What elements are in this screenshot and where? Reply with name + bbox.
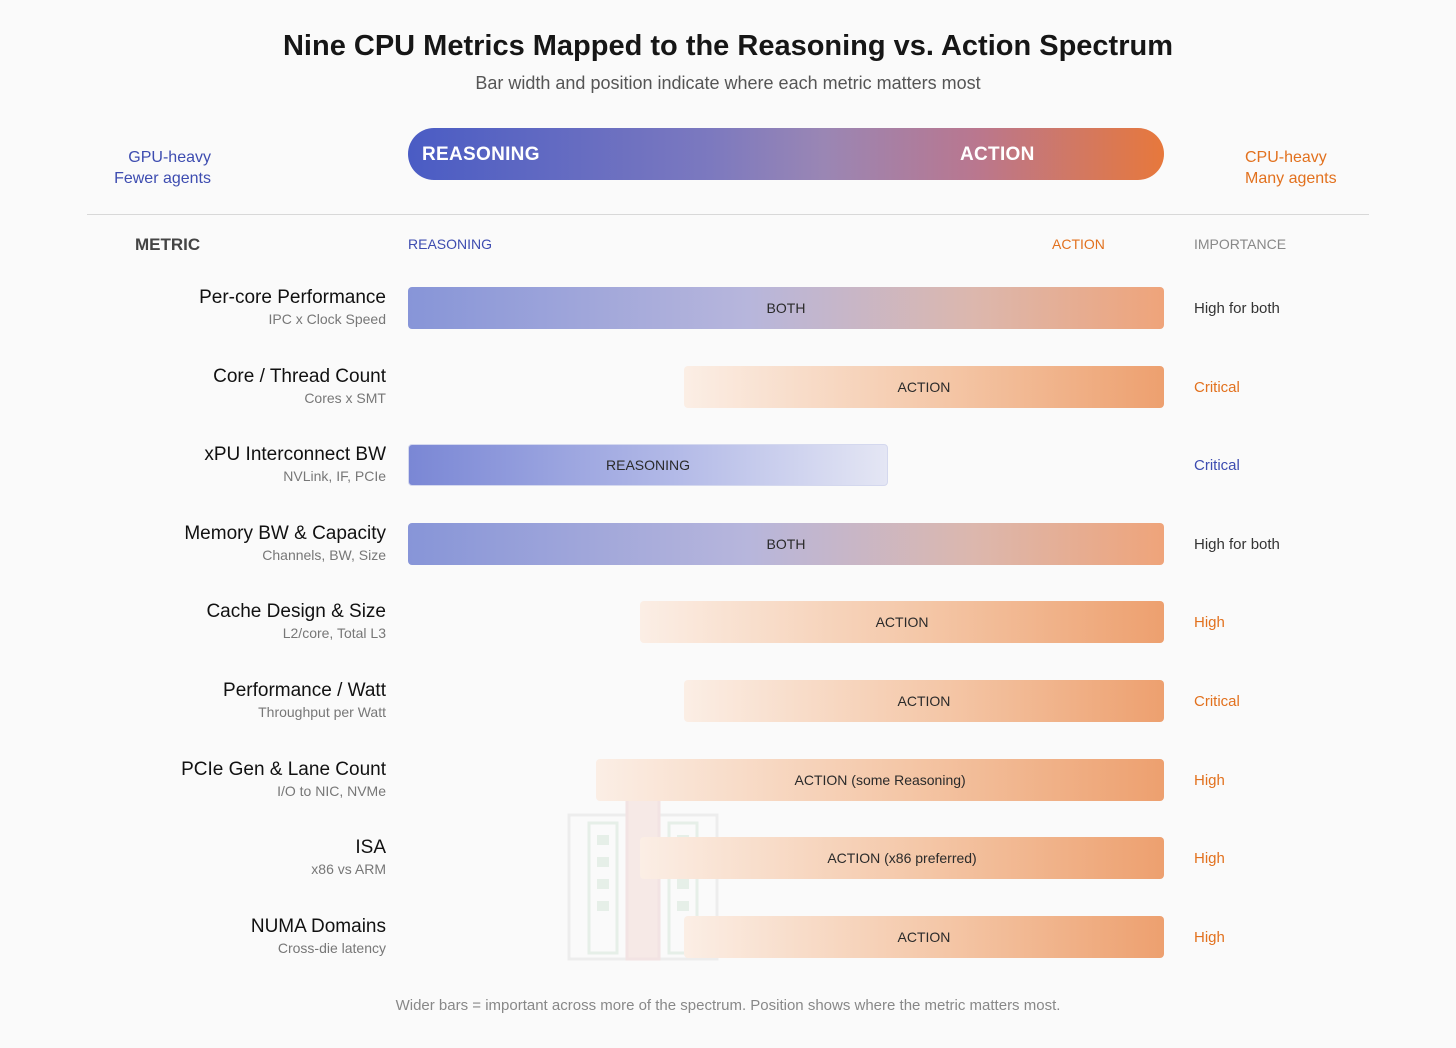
cpu-heavy-label: CPU-heavy Many agents <box>1245 147 1385 189</box>
metric-name: Memory BW & Capacity <box>184 522 386 544</box>
importance-value: High <box>1194 614 1225 632</box>
metric-row: xPU Interconnect BW NVLink, IF, PCIe REASO… <box>0 444 1456 504</box>
fewer-agents-line: Fewer agents <box>114 170 211 187</box>
spectrum-range-bar <box>640 837 1164 880</box>
spectrum-range-bar <box>408 444 889 487</box>
spectrum-range-bar <box>683 365 1164 408</box>
metric-name: PCIe Gen & Lane Count <box>181 758 386 780</box>
spectrum-action-label: ACTION <box>960 144 1035 165</box>
bar-label: REASONING <box>606 457 691 474</box>
metric-name: Cache Design & Size <box>206 601 386 623</box>
gpu-heavy-line: GPU-heavy <box>128 149 211 166</box>
importance-value: High <box>1194 928 1225 946</box>
metric-name: Per-core Performance <box>199 287 386 308</box>
metric-subtitle: Cross-die latency <box>277 939 386 956</box>
reasoning-column-header: REASONING <box>408 236 493 252</box>
metric-subtitle: NVLink, IF, PCIe <box>283 468 386 485</box>
metric-row: Memory BW & Capacity Channels, BW, Size BO… <box>0 522 1456 583</box>
metric-row: Per-core Performance IPC x Clock Speed BOT… <box>0 287 1456 347</box>
bar-label: ACTION <box>875 614 929 631</box>
importance-value: High <box>1194 850 1225 868</box>
spectrum-range-bar <box>408 287 1164 329</box>
bar-label: ACTION <box>897 378 951 395</box>
gpu-heavy-label: GPU-heavy Fewer agents <box>90 147 211 189</box>
many-agents-line: Many agents <box>1245 170 1337 187</box>
chart-subtitle: Bar width and position indicate where ea… <box>475 73 981 93</box>
metric-subtitle: Cores x SMT <box>304 389 386 406</box>
metric-row: PCIe Gen & Lane Count I/O to NIC, NVMe ACT… <box>0 758 1456 819</box>
metric-row: Performance / Watt Throughput per Watt ACT… <box>0 680 1456 740</box>
metric-name: xPU Interconnect BW <box>204 444 386 466</box>
chart-title: Nine CPU Metrics Mapped to the Reasoning… <box>282 30 1173 62</box>
importance-column-header: IMPORTANCE <box>1194 236 1287 252</box>
spectrum-range-bar <box>683 915 1164 958</box>
bar-label: BOTH <box>766 300 806 316</box>
metric-name: ISA <box>355 837 386 859</box>
metric-column-header: METRIC <box>135 235 201 254</box>
reasoning-action-spectrum-bar: REASONING ACTION <box>408 128 1164 180</box>
metric-name: Performance / Watt <box>223 680 386 701</box>
header-divider <box>87 214 1369 215</box>
metric-row: NUMA Domains Cross-die latency ACTION High <box>0 915 1456 976</box>
spectrum-range-bar <box>683 680 1164 722</box>
metric-subtitle: Channels, BW, Size <box>262 546 386 563</box>
bar-label: ACTION <box>897 928 951 945</box>
importance-value: High <box>1194 771 1225 789</box>
spectrum-range-bar <box>596 758 1164 801</box>
spectrum-range-bar <box>640 601 1164 644</box>
footer-note: Wider bars = important across more of th… <box>395 997 1061 1014</box>
importance-value: High for both <box>1194 535 1280 553</box>
importance-value: Critical <box>1194 693 1240 710</box>
importance-value: High for both <box>1194 300 1280 317</box>
metric-row: ISA x86 vs ARM ACTION (x86 preferred) High <box>0 837 1456 897</box>
metric-subtitle: x86 vs ARM <box>311 861 386 878</box>
metric-subtitle: Throughput per Watt <box>258 704 386 720</box>
metric-subtitle: I/O to NIC, NVMe <box>277 782 386 799</box>
bar-label: ACTION (x86 preferred) <box>827 850 977 867</box>
metric-subtitle: IPC x Clock Speed <box>268 311 387 327</box>
metric-row: Cache Design & Size L2/core, Total L3 ACTI… <box>0 601 1456 661</box>
action-column-header: ACTION <box>1052 236 1105 252</box>
spectrum-reasoning-label: REASONING <box>422 144 540 165</box>
metric-name: NUMA Domains <box>250 915 386 937</box>
bar-label: BOTH <box>766 535 806 552</box>
bar-label: ACTION (some Reasoning) <box>794 771 966 788</box>
spectrum-range-bar <box>408 522 1164 565</box>
metric-subtitle: L2/core, Total L3 <box>282 625 386 642</box>
bar-label: ACTION <box>897 693 951 709</box>
importance-value: Critical <box>1194 457 1240 475</box>
importance-value: Critical <box>1194 378 1240 396</box>
metric-row: Core / Thread Count Cores x SMT ACTION Crit… <box>0 365 1456 426</box>
cpu-heavy-line: CPU-heavy <box>1245 149 1327 166</box>
metric-name: Core / Thread Count <box>213 365 386 387</box>
